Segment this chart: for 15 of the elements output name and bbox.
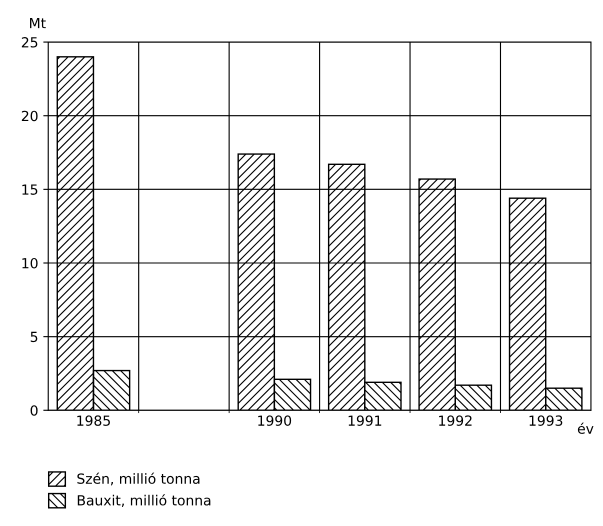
y-tick-label: 10 xyxy=(22,258,38,268)
x-tick-label: 1990 xyxy=(258,415,292,426)
x-tick-label: 1985 xyxy=(77,415,110,426)
legend-label: Bauxit, millió tonna xyxy=(78,494,210,507)
y-tick-label: 0 xyxy=(30,405,38,416)
y-tick-label: 15 xyxy=(22,184,38,195)
x-tick-label: 1993 xyxy=(530,415,562,426)
x-axis-title: év xyxy=(578,422,594,434)
x-tick-label: 1991 xyxy=(348,415,382,426)
y-axis-title: Mt xyxy=(30,18,46,28)
y-tick-label: 25 xyxy=(22,37,38,48)
x-tick-label: 1992 xyxy=(439,415,472,426)
y-tick-label: 5 xyxy=(30,332,38,342)
legend-label: Szén, millió tonna xyxy=(77,472,200,486)
y-tick-label: 20 xyxy=(22,110,38,122)
